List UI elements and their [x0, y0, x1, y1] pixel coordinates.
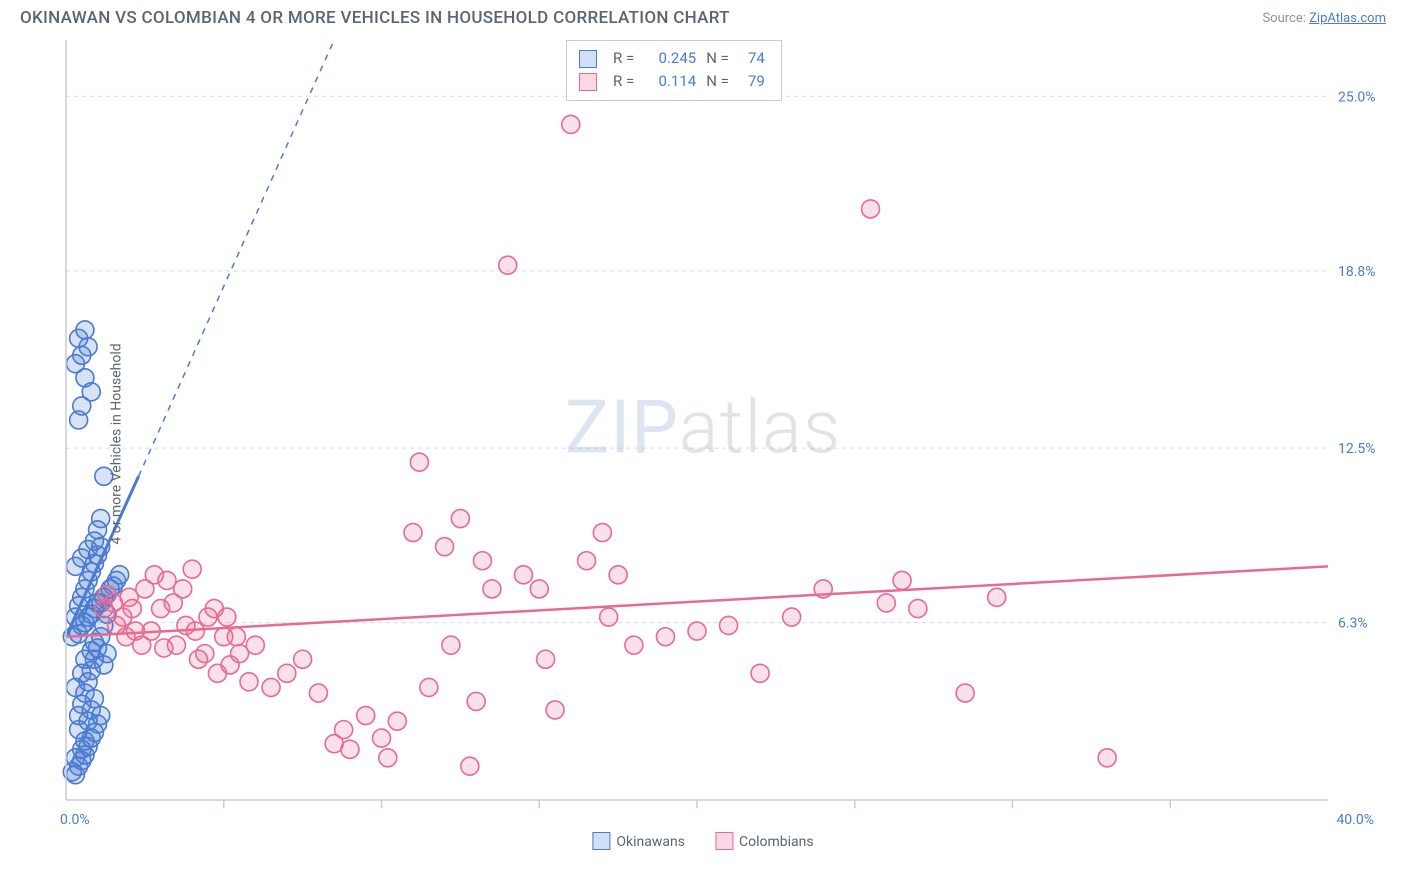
colombian-point [461, 757, 479, 775]
colombian-point [537, 650, 555, 668]
colombian-point [600, 608, 618, 626]
okinawan-point [73, 397, 91, 415]
colombian-point [783, 608, 801, 626]
colombian-point [451, 510, 469, 528]
stats-r: R = 0.114 [613, 70, 696, 93]
colombian-point [499, 256, 517, 274]
colombian-point [656, 628, 674, 646]
chart-area: 4 or more Vehicles in Household 6.3% 12.5… [18, 34, 1388, 854]
colombian-point [240, 673, 258, 691]
y-tick-label: 18.8% [1338, 264, 1376, 280]
source-label: Source: [1262, 11, 1305, 26]
colombian-point [196, 645, 214, 663]
colombian-point [357, 707, 375, 725]
stats-n: N = 74 [706, 47, 765, 70]
colombian-point [98, 586, 116, 604]
colombian-point [373, 729, 391, 747]
colombian-point [404, 524, 422, 542]
colombian-point [893, 571, 911, 589]
colombian-point [751, 664, 769, 682]
x-min-label: 0.0% [60, 812, 90, 828]
legend-label: Colombians [739, 834, 814, 850]
scatter-chart: 6.3% 12.5% 18.8% 25.0% 0.0% 40.0% [18, 34, 1388, 854]
colombian-point [183, 560, 201, 578]
colombian-point [688, 622, 706, 640]
okinawan-point [111, 566, 129, 584]
colombian-point [467, 692, 485, 710]
okinawan-point [98, 645, 116, 663]
okinawan-point [92, 707, 110, 725]
y-tick-label: 12.5% [1338, 441, 1376, 457]
colombian-point [988, 588, 1006, 606]
stats-n: N = 79 [706, 70, 765, 93]
y-axis-label: 4 or more Vehicles in Household [109, 343, 125, 544]
colombian-point [174, 580, 192, 598]
header: OKINAWAN VS COLOMBIAN 4 OR MORE VEHICLES… [0, 0, 1406, 32]
okinawan-trend-extrap [139, 40, 335, 476]
colombian-point [379, 749, 397, 767]
colombian-point [877, 594, 895, 612]
x-max-label: 40.0% [1336, 812, 1374, 828]
colombian-point [720, 616, 738, 634]
colombian-point [625, 636, 643, 654]
stats-swatch [579, 73, 597, 91]
chart-title: OKINAWAN VS COLOMBIAN 4 OR MORE VEHICLES… [20, 8, 730, 28]
colombian-point [473, 552, 491, 570]
colombian-point [335, 721, 353, 739]
colombian-point [436, 538, 454, 556]
colombian-point [442, 636, 460, 654]
colombian-point [388, 712, 406, 730]
colombian-point [262, 678, 280, 696]
colombian-point [294, 650, 312, 668]
y-tick-label: 6.3% [1338, 616, 1368, 632]
correlation-stats-box: R = 0.245 N = 74 R = 0.114 N = 79 [566, 40, 782, 101]
source: Source: ZipAtlas.com [1262, 11, 1386, 26]
colombian-point [530, 580, 548, 598]
colombian-point [609, 566, 627, 584]
colombian-point [410, 453, 428, 471]
legend-label: Okinawans [616, 834, 685, 850]
colombian-point [956, 684, 974, 702]
legend-item: Colombians [715, 832, 814, 850]
colombian-point [246, 636, 264, 654]
stats-row: R = 0.245 N = 74 [579, 47, 765, 70]
colombian-point [218, 608, 236, 626]
colombian-point [546, 701, 564, 719]
okinawan-point [76, 321, 94, 339]
colombian-point [341, 740, 359, 758]
colombian-point [562, 115, 580, 133]
okinawan-point [92, 510, 110, 528]
colombian-point [155, 639, 173, 657]
colombian-point [862, 200, 880, 218]
legend: Okinawans Colombians [592, 832, 813, 850]
colombian-point [514, 566, 532, 584]
stats-row: R = 0.114 N = 79 [579, 70, 765, 93]
stats-swatch [579, 50, 597, 68]
legend-swatch [592, 832, 610, 850]
source-link[interactable]: ZipAtlas.com [1309, 11, 1386, 26]
y-tick-label: 25.0% [1338, 89, 1376, 105]
colombian-point [420, 678, 438, 696]
stats-r: R = 0.245 [613, 47, 696, 70]
colombian-point [909, 600, 927, 618]
colombian-point [593, 524, 611, 542]
colombian-point [1098, 749, 1116, 767]
colombian-point [309, 684, 327, 702]
colombian-point [227, 628, 245, 646]
colombian-point [483, 580, 501, 598]
legend-swatch [715, 832, 733, 850]
legend-item: Okinawans [592, 832, 685, 850]
colombian-point [123, 600, 141, 618]
colombian-point [278, 664, 296, 682]
colombian-point [578, 552, 596, 570]
